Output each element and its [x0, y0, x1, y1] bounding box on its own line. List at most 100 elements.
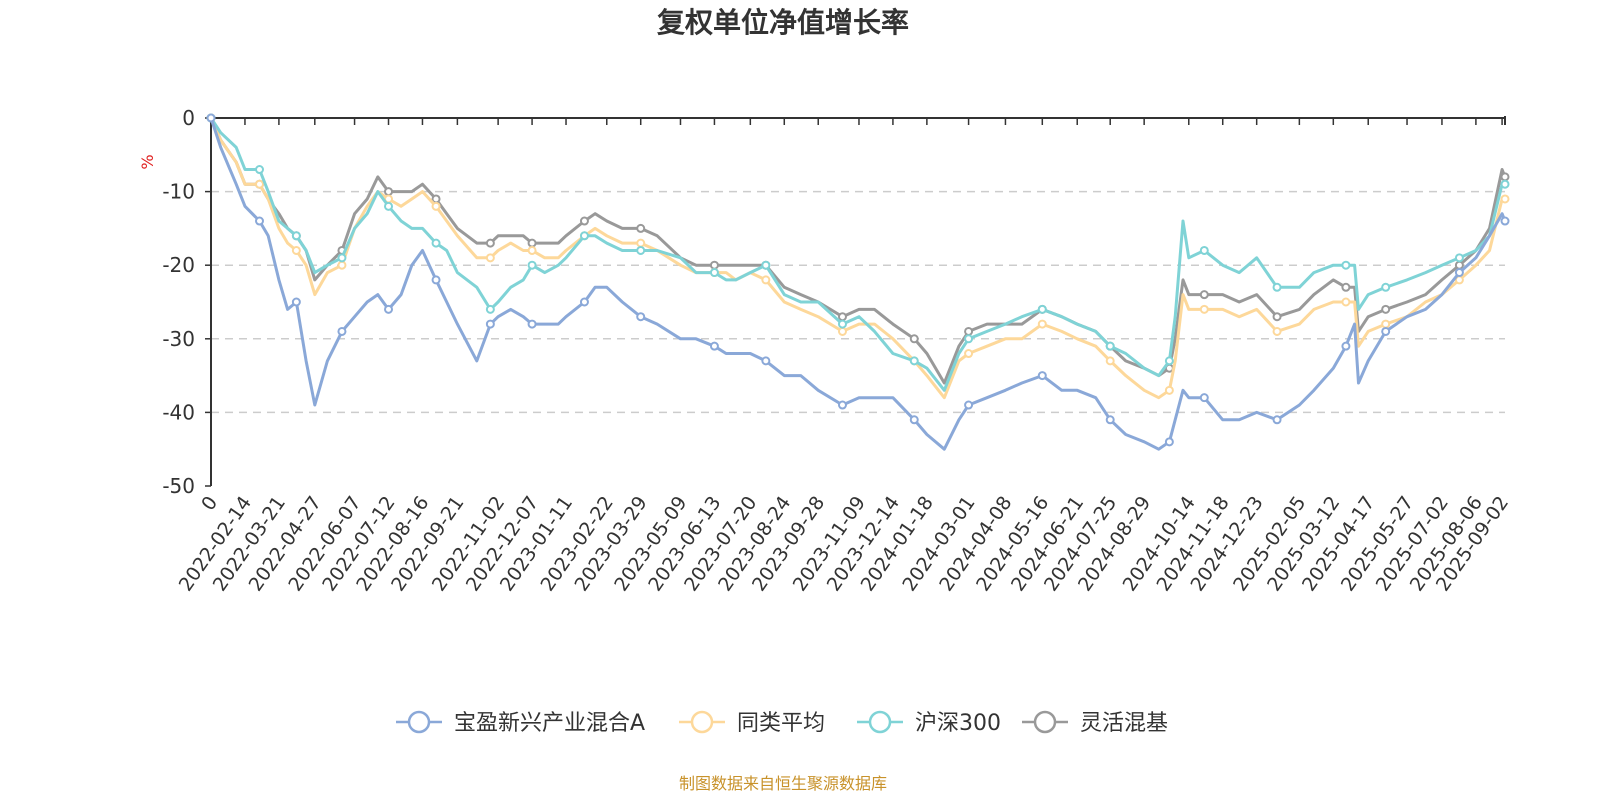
legend-label: 灵活混基: [1080, 711, 1168, 736]
data-point: [1105, 415, 1115, 425]
data-point: [837, 326, 847, 336]
data-point: [1454, 260, 1464, 270]
data-point: [1341, 260, 1351, 270]
data-point: [1500, 216, 1510, 226]
legend-marker: [407, 710, 431, 734]
data-point: [761, 356, 771, 366]
data-point: [636, 223, 646, 233]
y-tick-label: -40: [162, 400, 195, 424]
data-point: [1381, 282, 1391, 292]
data-point: [527, 238, 537, 248]
data-point: [1164, 437, 1174, 447]
data-point: [527, 260, 537, 270]
data-point: [1454, 253, 1464, 263]
data-point: [1272, 312, 1282, 322]
source-note: 制图数据来自恒生聚源数据库: [679, 774, 887, 793]
data-point: [431, 194, 441, 204]
data-point: [1164, 385, 1174, 395]
y-tick-label: -10: [162, 180, 195, 204]
data-point: [485, 304, 495, 314]
data-point: [527, 245, 537, 255]
data-point: [1105, 341, 1115, 351]
data-point: [485, 319, 495, 329]
data-point: [761, 275, 771, 285]
data-point: [1272, 326, 1282, 336]
y-tick-label: -50: [162, 474, 195, 498]
data-point: [1037, 304, 1047, 314]
data-point: [1199, 245, 1209, 255]
y-axis-unit: %: [138, 154, 157, 169]
data-point: [291, 297, 301, 307]
data-point: [837, 319, 847, 329]
data-point: [837, 312, 847, 322]
data-point: [1105, 356, 1115, 366]
data-point: [1500, 179, 1510, 189]
legend-marker: [868, 710, 892, 734]
data-point: [1341, 282, 1351, 292]
data-point: [291, 245, 301, 255]
data-point: [255, 165, 265, 175]
data-point: [337, 253, 347, 263]
data-point: [636, 238, 646, 248]
data-point: [1341, 341, 1351, 351]
data-point: [1500, 172, 1510, 182]
legend-marker: [1033, 710, 1057, 734]
y-tick-label: 0: [182, 106, 195, 130]
data-point: [337, 260, 347, 270]
x-axis: 02022-02-142022-03-212022-04-272022-06-0…: [175, 116, 1513, 595]
legend: 宝盈新兴产业混合A 同类平均 沪深300 灵活混基: [396, 710, 1168, 736]
x-tick-label: 0: [197, 492, 222, 515]
y-axis: 0 -10 -20 -30 -40 -50: [162, 106, 212, 498]
series-line: [209, 116, 1507, 385]
data-point: [485, 238, 495, 248]
data-point: [909, 334, 919, 344]
data-point: [636, 312, 646, 322]
chart-title: 复权单位净值增长率: [657, 6, 909, 39]
data-point: [1199, 393, 1209, 403]
data-point: [431, 201, 441, 211]
data-point: [1199, 290, 1209, 300]
series-line: [209, 116, 1507, 400]
data-point: [384, 201, 394, 211]
data-point: [255, 216, 265, 226]
series-lines: [206, 113, 1510, 451]
data-point: [909, 415, 919, 425]
series-line: [209, 116, 1507, 392]
data-point: [1381, 304, 1391, 314]
legend-label: 同类平均: [737, 711, 825, 736]
data-point: [964, 326, 974, 336]
legend-label: 宝盈新兴产业混合A: [454, 711, 645, 736]
data-point: [579, 231, 589, 241]
data-point: [709, 341, 719, 351]
data-point: [909, 356, 919, 366]
series-line: [209, 116, 1507, 451]
data-point: [206, 113, 216, 123]
data-point: [1037, 319, 1047, 329]
data-point: [1272, 415, 1282, 425]
data-point: [384, 304, 394, 314]
data-point: [255, 179, 265, 189]
data-point: [527, 319, 537, 329]
data-point: [1199, 304, 1209, 314]
data-point: [337, 326, 347, 336]
y-tick-label: -20: [162, 253, 195, 277]
data-point: [964, 349, 974, 359]
data-point: [1381, 319, 1391, 329]
data-point: [384, 187, 394, 197]
data-point: [1500, 194, 1510, 204]
data-point: [485, 253, 495, 263]
y-tick-label: -30: [162, 327, 195, 351]
data-point: [709, 268, 719, 278]
data-point: [1037, 371, 1047, 381]
data-point: [1341, 297, 1351, 307]
data-point: [709, 260, 719, 270]
data-point: [431, 238, 441, 248]
data-point: [579, 297, 589, 307]
data-point: [579, 216, 589, 226]
data-point: [636, 245, 646, 255]
data-point: [1381, 326, 1391, 336]
data-point: [761, 260, 771, 270]
data-point: [1454, 268, 1464, 278]
